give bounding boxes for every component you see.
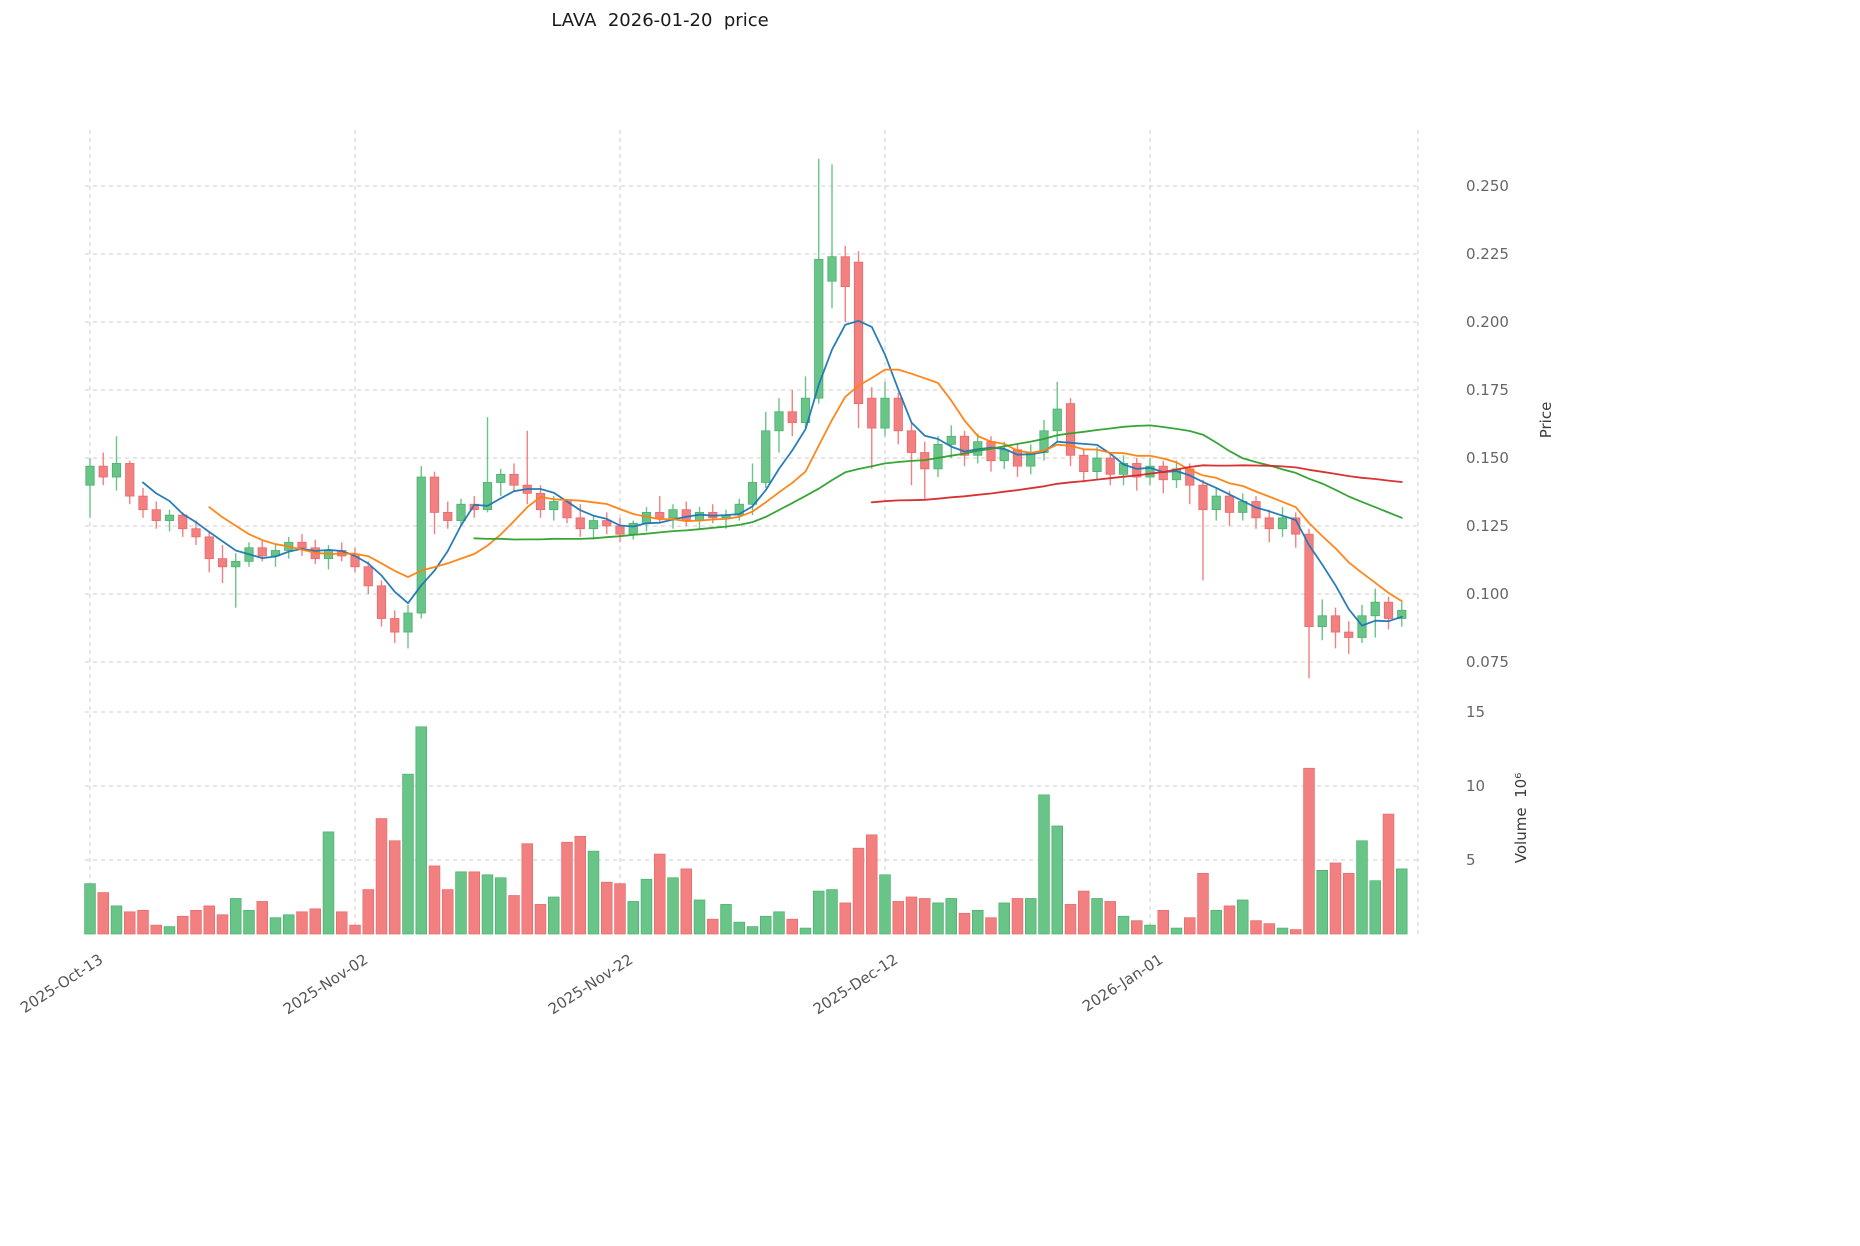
- price-tick-label: 0.200: [1466, 313, 1509, 331]
- price-tick-label: 0.100: [1466, 585, 1509, 603]
- chart-title: LAVA 2026-01-20 price: [551, 10, 769, 31]
- price-tick-label: 0.075: [1466, 653, 1509, 671]
- price-tick-label: 0.225: [1466, 245, 1509, 263]
- price-tick-label: 0.250: [1466, 177, 1509, 195]
- moving-average-line-ma-10: [208, 368, 1403, 602]
- volume-axis-label: Volume 10⁶: [1512, 772, 1530, 864]
- candlesticks: [85, 158, 1407, 679]
- x-tick-label: 2025-Dec-12: [810, 950, 901, 1018]
- volume-bars: [84, 726, 1408, 935]
- x-tick-label: 2025-Nov-02: [280, 950, 371, 1018]
- price-tick-label: 0.150: [1466, 449, 1509, 467]
- price-axis-label: Price: [1537, 401, 1555, 439]
- volume-tick-label: 15: [1466, 703, 1485, 721]
- x-tick-label: 2025-Nov-22: [545, 950, 636, 1018]
- moving-average-line-ma-5: [142, 319, 1403, 627]
- moving-average-line-ma-60: [870, 464, 1403, 504]
- x-tick-label: 2025-Oct-13: [17, 950, 106, 1017]
- x-tick-label: 2026-Jan-01: [1079, 950, 1166, 1015]
- moving-average-line-ma-30: [473, 424, 1403, 541]
- price-tick-label: 0.175: [1466, 381, 1509, 399]
- volume-tick-label: 10: [1466, 777, 1485, 795]
- volume-tick-label: 5: [1466, 851, 1476, 869]
- price-tick-label: 0.125: [1466, 517, 1509, 535]
